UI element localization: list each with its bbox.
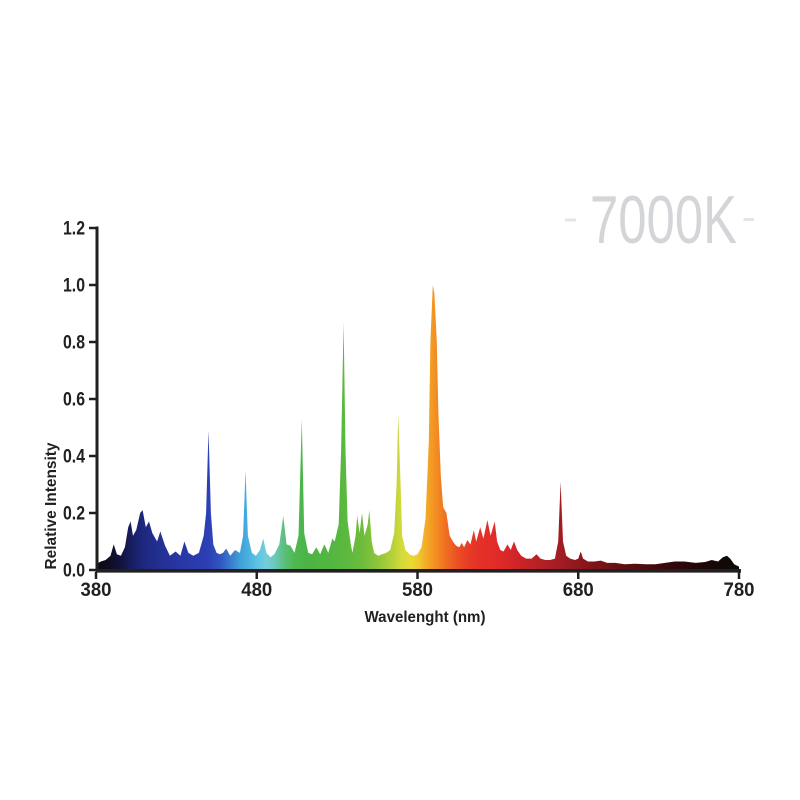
y-tick-label: 1.0: [63, 276, 85, 297]
spectrum-area-path: [96, 285, 739, 570]
y-tick-label: 0.8: [63, 333, 85, 354]
y-tick-label: 1.2: [63, 219, 85, 240]
y-axis-ticks: 0.0 0.2 0.4 0.6 0.8 1.0 1.2: [63, 219, 97, 582]
x-axis-ticks: 380 480 580 680 780: [81, 572, 755, 601]
x-tick-label: 780: [724, 580, 755, 601]
x-tick-label: 380: [81, 580, 112, 601]
y-tick-label: 0.4: [63, 447, 85, 468]
x-tick-label: 480: [241, 580, 272, 601]
y-tick-label: 0.2: [63, 504, 85, 525]
x-axis-title: Wavelenght (nm): [365, 609, 486, 626]
x-tick-label: 580: [402, 580, 433, 601]
y-tick-label: 0.0: [63, 561, 85, 582]
y-tick-label: 0.6: [63, 390, 85, 411]
chart-title: 7000K: [590, 182, 737, 258]
y-axis-title: Relative Intensity: [43, 442, 60, 569]
x-tick-label: 680: [563, 580, 594, 601]
